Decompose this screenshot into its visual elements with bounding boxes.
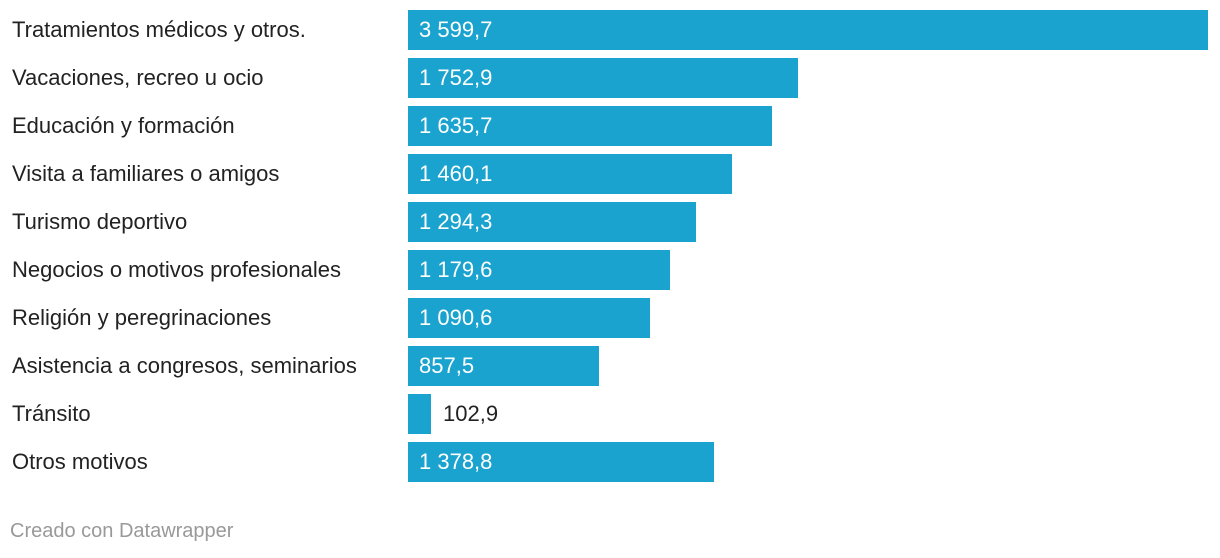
bar bbox=[408, 154, 732, 194]
credit-footer: Creado con Datawrapper bbox=[10, 520, 234, 542]
bar bbox=[408, 298, 650, 338]
bar-row: Vacaciones, recreo u ocio 1 752,9 bbox=[0, 58, 1220, 98]
bar bbox=[408, 10, 1208, 50]
value-label: 1 460,1 bbox=[419, 161, 493, 186]
bar-row: Turismo deportivo 1 294,3 bbox=[0, 202, 1220, 242]
value-label: 1 378,8 bbox=[419, 449, 493, 474]
category-label: Asistencia a congresos, seminarios bbox=[12, 353, 357, 378]
value-label: 1 294,3 bbox=[419, 209, 493, 234]
category-label: Tratamientos médicos y otros. bbox=[12, 17, 306, 42]
category-label: Tránsito bbox=[12, 401, 91, 426]
value-label: 3 599,7 bbox=[419, 17, 493, 42]
value-label: 857,5 bbox=[419, 353, 475, 378]
category-label: Visita a familiares o amigos bbox=[12, 161, 280, 186]
category-label: Vacaciones, recreo u ocio bbox=[12, 65, 264, 90]
bar bbox=[408, 394, 431, 434]
value-label: 1 635,7 bbox=[419, 113, 493, 138]
bar bbox=[408, 250, 670, 290]
bar-row: Negocios o motivos profesionales 1 179,6 bbox=[0, 250, 1220, 290]
bar bbox=[408, 442, 714, 482]
bar bbox=[408, 106, 772, 146]
bar-row: Tránsito 102,9 bbox=[0, 394, 1220, 434]
bar bbox=[408, 202, 696, 242]
bar-row: Educación y formación 1 635,7 bbox=[0, 106, 1220, 146]
category-label: Educación y formación bbox=[12, 113, 235, 138]
bar-chart: Tratamientos médicos y otros. 3 599,7 Vaca… bbox=[0, 10, 1220, 482]
category-label: Otros motivos bbox=[12, 449, 148, 474]
bar-row: Asistencia a congresos, seminarios 857,5 bbox=[0, 346, 1220, 386]
value-label: 102,9 bbox=[443, 401, 499, 426]
bar bbox=[408, 58, 798, 98]
bar bbox=[408, 346, 599, 386]
bar-row: Visita a familiares o amigos 1 460,1 bbox=[0, 154, 1220, 194]
bar-row: Religión y peregrinaciones 1 090,6 bbox=[0, 298, 1220, 338]
value-label: 1 090,6 bbox=[419, 305, 493, 330]
category-label: Religión y peregrinaciones bbox=[12, 305, 272, 330]
bar-row: Tratamientos médicos y otros. 3 599,7 bbox=[0, 10, 1220, 50]
value-label: 1 752,9 bbox=[419, 65, 493, 90]
category-label: Turismo deportivo bbox=[12, 209, 188, 234]
value-label: 1 179,6 bbox=[419, 257, 493, 282]
bar-row: Otros motivos 1 378,8 bbox=[0, 442, 1220, 482]
category-label: Negocios o motivos profesionales bbox=[12, 257, 341, 282]
